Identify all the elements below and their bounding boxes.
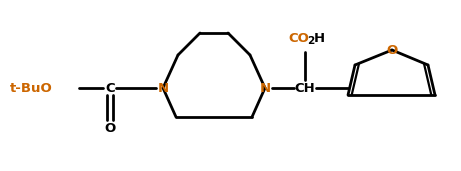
- Text: H: H: [314, 31, 325, 44]
- Text: CO: CO: [288, 31, 309, 44]
- Text: CH: CH: [295, 82, 315, 95]
- Text: C: C: [105, 82, 115, 95]
- Text: N: N: [158, 82, 169, 95]
- Text: N: N: [260, 82, 271, 95]
- Text: O: O: [104, 122, 116, 135]
- Text: 2: 2: [307, 36, 314, 46]
- Text: O: O: [386, 43, 398, 56]
- Text: t-BuO: t-BuO: [10, 82, 53, 95]
